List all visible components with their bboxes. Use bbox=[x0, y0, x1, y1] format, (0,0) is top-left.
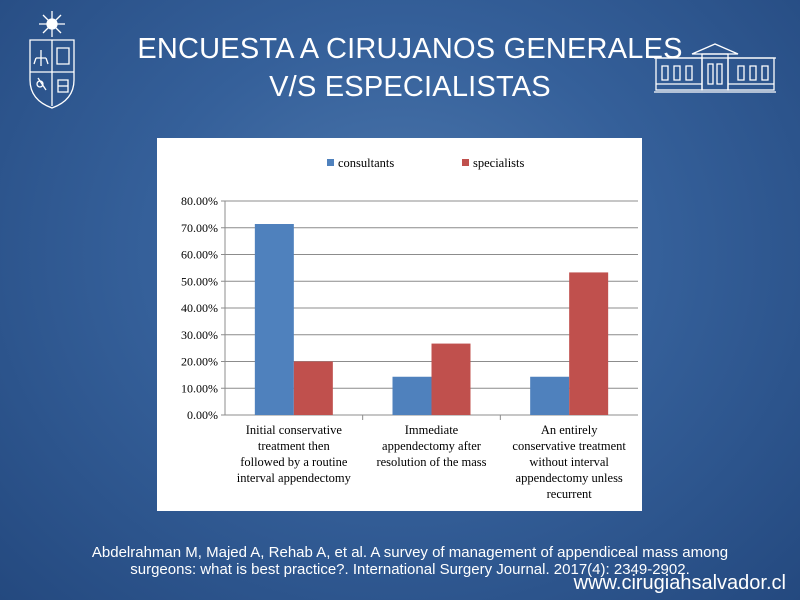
slide-title-line-2: V/S ESPECIALISTAS bbox=[269, 71, 551, 103]
website-url: www.cirugiahsalvador.cl bbox=[573, 572, 786, 594]
legend-label-specialists: specialists bbox=[473, 156, 525, 170]
y-tick-label: 40.00% bbox=[181, 301, 218, 315]
y-tick-label: 10.00% bbox=[181, 381, 218, 395]
x-category-label: resolution of the mass bbox=[376, 455, 486, 469]
bar-specialists bbox=[293, 361, 333, 415]
slide-title-line-1: ENCUESTA A CIRUJANOS GENERALES bbox=[137, 33, 683, 65]
y-tick-label: 0.00% bbox=[187, 408, 218, 422]
y-tick-label: 70.00% bbox=[181, 221, 218, 235]
x-category-label: Immediate bbox=[405, 423, 459, 437]
x-category-label: An entirely bbox=[541, 423, 598, 437]
building-facade-icon bbox=[654, 43, 776, 93]
x-category-label: followed by a routine bbox=[240, 455, 348, 469]
bar-consultants bbox=[254, 224, 294, 415]
citation: Abdelrahman M, Majed A, Rehab A, et al. … bbox=[60, 544, 760, 578]
x-category-label: appendectomy unless bbox=[516, 471, 623, 485]
y-tick-label: 60.00% bbox=[181, 248, 218, 262]
slide-title: ENCUESTA A CIRUJANOS GENERALES V/S ESPEC… bbox=[110, 30, 710, 106]
x-category-label: conservative treatment bbox=[512, 439, 626, 453]
y-tick-label: 20.00% bbox=[181, 355, 218, 369]
citation-line-2: surgeons: what is best practice?. Intern… bbox=[130, 561, 690, 578]
bar-chart-svg: 0.00% 10.00% 20.00% 30.00% 40.00% 50.00% 60.00… bbox=[181, 156, 638, 501]
legend-label-consultants: consultants bbox=[338, 156, 394, 170]
bar-consultants bbox=[392, 376, 432, 415]
x-category-label: treatment then bbox=[258, 439, 331, 453]
x-category-label: Initial conservative bbox=[246, 423, 343, 437]
legend-swatch-consultants bbox=[327, 159, 334, 166]
bar-consultants bbox=[530, 376, 570, 415]
x-category-label: interval appendectomy bbox=[237, 471, 352, 485]
legend-swatch-specialists bbox=[462, 159, 469, 166]
x-category-label: appendectomy after bbox=[382, 439, 482, 453]
y-tick-label: 80.00% bbox=[181, 194, 218, 208]
citation-line-1: Abdelrahman M, Majed A, Rehab A, et al. … bbox=[91, 544, 729, 561]
university-crest-icon bbox=[29, 11, 75, 109]
y-tick-label: 30.00% bbox=[181, 328, 218, 342]
x-category-label: recurrent bbox=[547, 487, 593, 501]
bar-chart: 0.00% 10.00% 20.00% 30.00% 40.00% 50.00% 60.00… bbox=[157, 138, 642, 511]
bar-specialists bbox=[431, 343, 471, 415]
y-tick-label: 50.00% bbox=[181, 274, 218, 288]
bar-specialists bbox=[569, 272, 609, 415]
x-category-label: without interval bbox=[529, 455, 609, 469]
